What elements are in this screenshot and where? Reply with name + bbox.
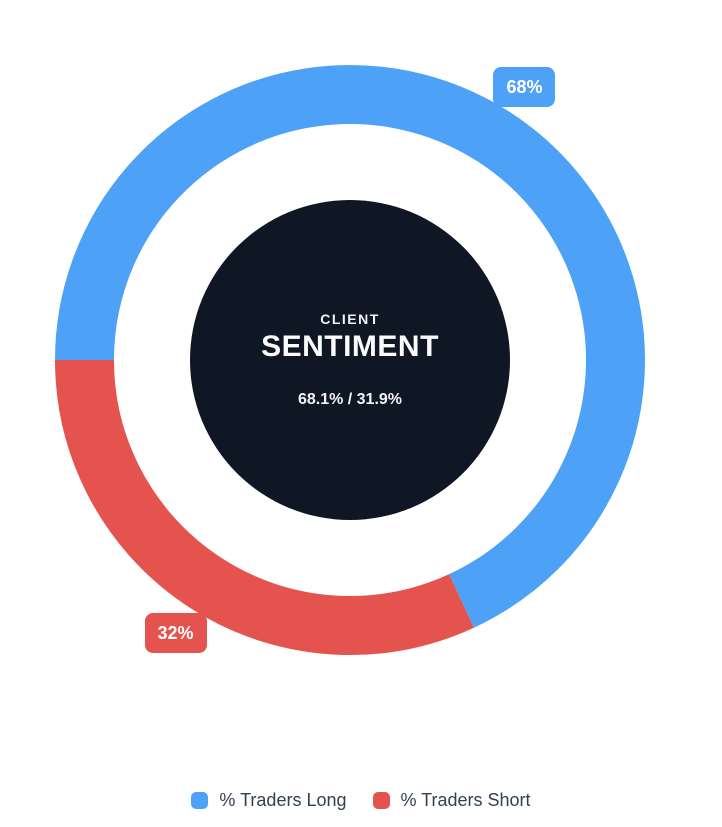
center-heading: SENTIMENT [261, 330, 439, 363]
donut-segment-long[interactable] [55, 65, 645, 628]
legend-item-traders-long[interactable]: % Traders Long [191, 790, 347, 811]
short-percentage-badge: 32% [144, 613, 207, 653]
long-percentage-badge: 68% [493, 66, 556, 107]
sentiment-donut-chart [55, 65, 645, 655]
legend-label-short: % Traders Short [400, 790, 531, 810]
legend-label-long: % Traders Long [219, 790, 347, 810]
donut-center-disc: CLIENT SENTIMENT 68.1% / 31.9% [190, 200, 510, 520]
chart-legend: % Traders Long % Traders Short [0, 790, 722, 811]
center-ratio-value: 68.1% / 31.9% [297, 391, 403, 408]
donut-segment-short[interactable] [55, 359, 474, 655]
center-title: CLIENT [320, 311, 380, 327]
legend-item-traders-short[interactable]: % Traders Short [372, 790, 531, 811]
legend-swatch-long-icon [191, 792, 209, 809]
legend-swatch-short-icon [372, 792, 390, 809]
